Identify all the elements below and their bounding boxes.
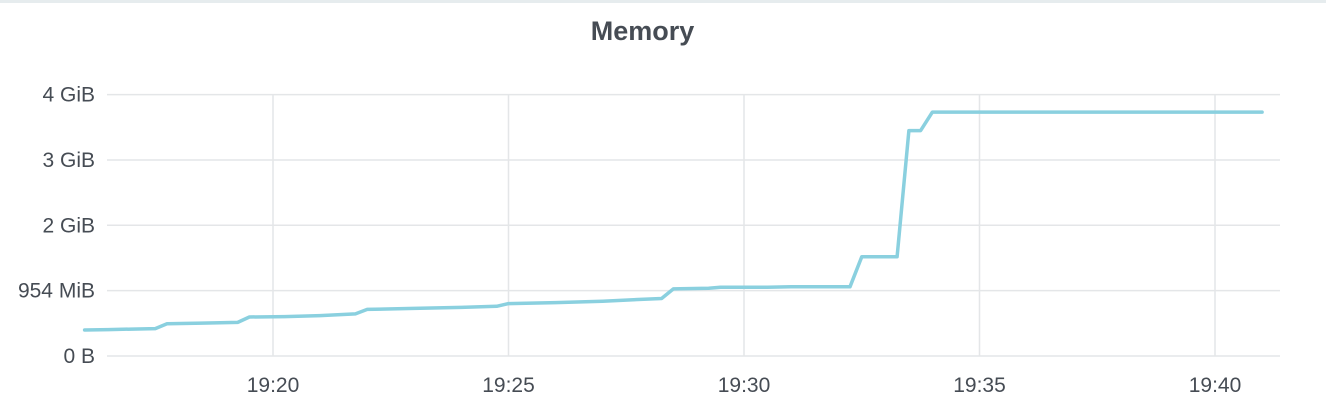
memory-series-line bbox=[82, 110, 1264, 332]
series-layer bbox=[82, 110, 1264, 332]
y-axis-tick-labels: 0 B 954 MiB 2 GiB 3 GiB 4 GiB bbox=[18, 84, 95, 368]
x-gridlines bbox=[272, 95, 1216, 356]
y-tick-label: 4 GiB bbox=[42, 84, 95, 107]
y-tick-label: 2 GiB bbox=[42, 214, 95, 237]
y-tick-label: 954 MiB bbox=[18, 280, 95, 303]
panel-title: Memory bbox=[590, 16, 695, 46]
x-axis-tick-labels: 19:20 19:25 19:30 19:35 19:40 bbox=[247, 374, 1242, 397]
y-tick-label: 0 B bbox=[63, 345, 95, 368]
x-tick-label: 19:30 bbox=[718, 374, 771, 397]
x-tick-label: 19:35 bbox=[953, 374, 1006, 397]
x-tick-label: 19:25 bbox=[482, 374, 535, 397]
x-tick-label: 19:20 bbox=[247, 374, 300, 397]
y-tick-label: 3 GiB bbox=[42, 149, 95, 172]
panel-top-border bbox=[0, 0, 1326, 3]
y-gridlines bbox=[107, 93, 1280, 357]
x-tick-label: 19:40 bbox=[1189, 374, 1242, 397]
